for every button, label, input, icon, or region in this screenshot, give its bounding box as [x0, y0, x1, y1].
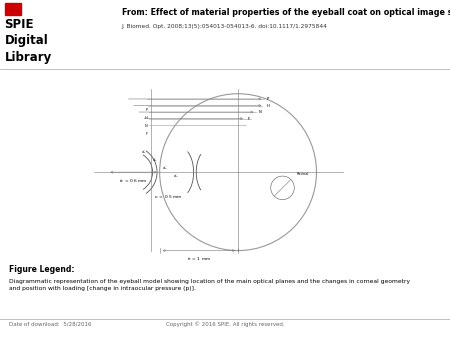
Text: SPIE: SPIE	[4, 18, 34, 30]
Text: Copyright © 2016 SPIE. All rights reserved.: Copyright © 2016 SPIE. All rights reserv…	[166, 322, 284, 328]
Text: Digital: Digital	[4, 34, 48, 47]
Text: J. Biomed. Opt. 2008;13(5):054013-054013-6. doi:10.1117/1.2975844: J. Biomed. Opt. 2008;13(5):054013-054013…	[122, 24, 328, 29]
Text: Date of download:  5/28/2016: Date of download: 5/28/2016	[9, 322, 91, 327]
Text: $d_3$: $d_3$	[162, 165, 168, 172]
Text: Diagrammatic representation of the eyeball model showing location of the main op: Diagrammatic representation of the eyeba…	[9, 279, 410, 291]
Text: P: P	[145, 108, 147, 112]
Text: Library: Library	[4, 51, 52, 64]
Text: Figure Legend:: Figure Legend:	[9, 265, 75, 274]
Text: H: H	[145, 116, 147, 120]
Text: $d_2$: $d_2$	[152, 157, 157, 164]
Text: N': N'	[258, 110, 262, 114]
Text: P': P'	[266, 97, 270, 101]
Text: $d_4$: $d_4$	[172, 172, 178, 180]
Text: Retinal: Retinal	[297, 172, 309, 176]
Text: F: F	[145, 131, 147, 136]
Text: H': H'	[266, 103, 270, 107]
Text: $t_v$ = 0.6 mm: $t_v$ = 0.6 mm	[119, 177, 148, 185]
Text: $t_c$ = 1 mm: $t_c$ = 1 mm	[187, 256, 211, 263]
Bar	[4, 3, 21, 15]
Text: $d_1$: $d_1$	[141, 149, 147, 156]
Text: From: Effect of material properties of the eyeball coat on optical image stabili: From: Effect of material properties of t…	[122, 8, 450, 18]
Text: N: N	[145, 124, 147, 128]
Text: F': F'	[248, 117, 252, 121]
Text: $r_c$ = 0.5 mm: $r_c$ = 0.5 mm	[154, 193, 183, 201]
